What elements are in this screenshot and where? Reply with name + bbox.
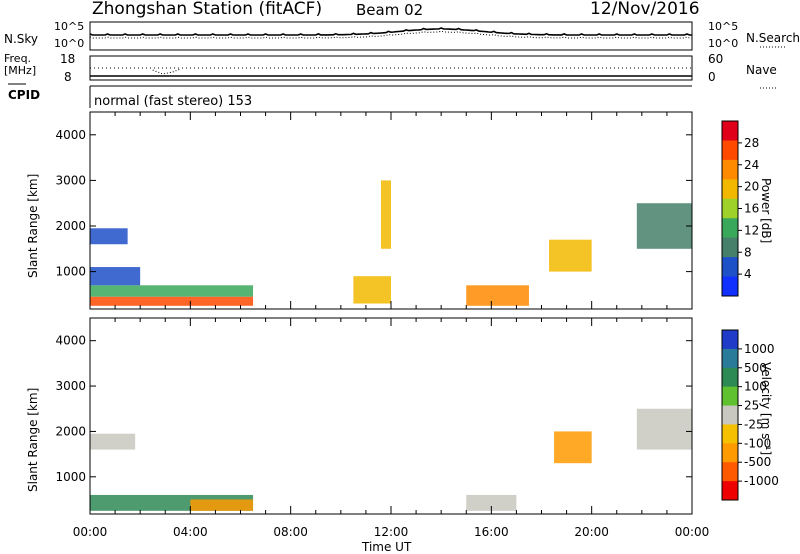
nsearch-top-tick: 10^5 bbox=[708, 20, 739, 33]
velocity-colorbar-seg-7 bbox=[722, 462, 738, 482]
velocity-ytick-label-3000: 3000 bbox=[55, 379, 86, 393]
power-cb-tick-label-3: 16 bbox=[744, 202, 759, 216]
velocity-cb-tick-label-7: -1000 bbox=[744, 474, 779, 488]
power-cb-tick-label-4: 12 bbox=[744, 223, 759, 237]
xtick-label-5: 20:00 bbox=[574, 525, 609, 539]
velocity-colorbar-seg-1 bbox=[722, 348, 738, 369]
freq-bottom-tick: 8 bbox=[64, 70, 72, 84]
power-cb-tick-label-6: 4 bbox=[744, 267, 752, 281]
power-region-8 bbox=[636, 203, 692, 249]
velocity-region-4 bbox=[554, 431, 592, 464]
power-ytick-label-4000: 4000 bbox=[55, 128, 86, 142]
power-cb-tick-label-5: 8 bbox=[744, 245, 752, 259]
velocity-cb-tick-label-1: 500 bbox=[744, 361, 767, 375]
velocity-cb-tick-label-0: 1000 bbox=[744, 342, 775, 356]
velocity-colorbar-frame bbox=[721, 329, 739, 501]
velocity-colorbar-seg-3 bbox=[722, 386, 738, 407]
nave-label: Nave bbox=[746, 63, 777, 77]
search-noise-line bbox=[89, 30, 692, 39]
velocity-region-2 bbox=[90, 433, 136, 450]
power-region-1 bbox=[90, 285, 254, 297]
xtick-label-2: 08:00 bbox=[273, 525, 308, 539]
velocity-cb-tick-label-3: 25 bbox=[744, 399, 759, 413]
xtick-label-0: 00:00 bbox=[73, 525, 108, 539]
velocity-colorbar-seg-5 bbox=[722, 424, 738, 444]
sky-noise-line bbox=[89, 27, 692, 36]
nave-top-tick: 60 bbox=[708, 52, 724, 66]
noise-panel-frame bbox=[89, 21, 693, 51]
velocity-cb-tick-label-4: -25 bbox=[744, 417, 764, 431]
power-region-2 bbox=[90, 267, 141, 286]
velocity-colorbar-seg-6 bbox=[722, 443, 738, 463]
freq-top-tick: 18 bbox=[60, 52, 76, 66]
date-label: 12/Nov/2016 bbox=[590, 0, 700, 19]
power-colorbar-seg-8 bbox=[722, 276, 738, 297]
nsky-bottom-tick: 10^0 bbox=[54, 37, 85, 50]
power-colorbar-seg-6 bbox=[722, 237, 738, 258]
nave-dip bbox=[152, 68, 181, 75]
xtick-label-1: 04:00 bbox=[173, 525, 208, 539]
nsky-top-tick: 10^5 bbox=[54, 20, 85, 33]
power-colorbar-seg-2 bbox=[722, 159, 738, 180]
power-region-6 bbox=[466, 285, 529, 306]
power-region-5 bbox=[380, 180, 391, 249]
power-cb-tick-label-1: 24 bbox=[744, 158, 759, 172]
velocity-cb-tick-label-2: 100 bbox=[744, 380, 767, 394]
beam-label: Beam 02 bbox=[356, 1, 424, 19]
velocity-cb-tick-label-6: -500 bbox=[744, 455, 771, 469]
power-colorbar-seg-3 bbox=[722, 179, 738, 200]
cpid-text: normal (fast stereo) 153 bbox=[94, 94, 253, 109]
power-colorbar-seg-4 bbox=[722, 198, 738, 219]
freq-label-line2: [MHz] bbox=[4, 64, 37, 77]
xtick-label-4: 16:00 bbox=[474, 525, 509, 539]
cpid-label: CPID bbox=[8, 88, 41, 102]
power-cb-tick-label-0: 28 bbox=[744, 136, 759, 150]
velocity-ytick-label-2000: 2000 bbox=[55, 424, 86, 438]
velocity-colorbar-seg-4 bbox=[722, 405, 738, 425]
velocity-colorbar-seg-2 bbox=[722, 367, 738, 388]
velocity-panel-frame bbox=[89, 317, 693, 515]
velocity-colorbar-seg-8 bbox=[722, 481, 738, 501]
velocity-region-3 bbox=[466, 494, 517, 511]
xtick-label-6: 00:00 bbox=[675, 525, 710, 539]
power-colorbar-seg-7 bbox=[722, 257, 738, 278]
velocity-cb-tick-label-5: -100 bbox=[744, 436, 771, 450]
nsearch-bottom-tick: 10^0 bbox=[708, 37, 739, 50]
velocity-region-1 bbox=[190, 499, 254, 511]
power-region-7 bbox=[549, 239, 592, 272]
power-cb-tick-label-2: 20 bbox=[744, 180, 759, 194]
xtick-label-3: 12:00 bbox=[374, 525, 409, 539]
power-region-4 bbox=[353, 276, 391, 304]
power-ytick-label-2000: 2000 bbox=[55, 219, 86, 233]
power-region-0 bbox=[90, 296, 254, 306]
station-title: Zhongshan Station (fitACF) bbox=[92, 0, 323, 19]
power-colorbar-seg-1 bbox=[722, 140, 738, 161]
power-ytick-label-3000: 3000 bbox=[55, 173, 86, 187]
velocity-region-5 bbox=[636, 408, 692, 450]
velocity-ytick-label-4000: 4000 bbox=[55, 334, 86, 348]
nsearch-label: N.Search bbox=[746, 31, 800, 45]
power-region-3 bbox=[90, 228, 128, 245]
power-colorbar-seg-5 bbox=[722, 218, 738, 239]
velocity-ytick-label-1000: 1000 bbox=[55, 470, 86, 484]
freq-label-line1: Freq. bbox=[4, 52, 32, 65]
x-axis-label: Time UT bbox=[362, 540, 412, 554]
power-colorbar-seg-0 bbox=[722, 121, 738, 141]
power-ytick-label-1000: 1000 bbox=[55, 265, 86, 279]
velocity-colorbar-seg-0 bbox=[722, 330, 738, 350]
nave-bottom-tick: 0 bbox=[708, 70, 716, 84]
nsky-label: N.Sky bbox=[4, 32, 39, 46]
